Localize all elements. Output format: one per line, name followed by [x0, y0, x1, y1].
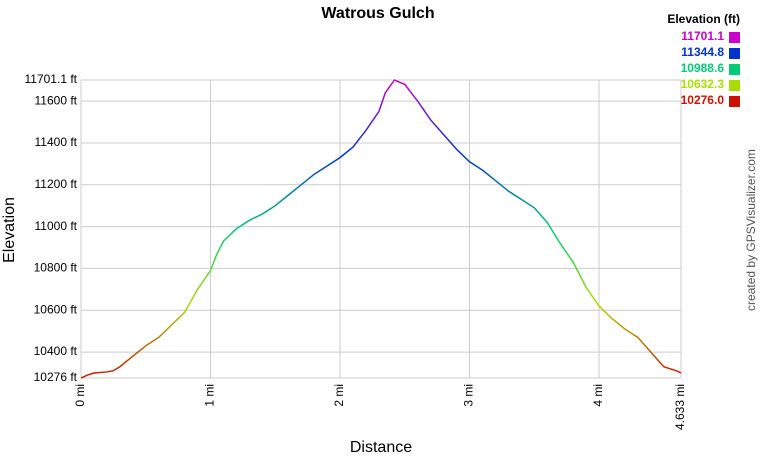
x-axis-label: Distance [350, 439, 412, 456]
y-tick-label: 10600 ft [34, 302, 78, 316]
y-tick-label: 10800 ft [34, 261, 78, 275]
y-tick-label: 11600 ft [35, 93, 78, 107]
y-tick-label: 11701.1 ft [25, 72, 78, 86]
y-tick-label: 11000 ft [35, 219, 78, 233]
legend-swatch [729, 80, 740, 91]
legend-label: 10988.6 [681, 61, 725, 75]
legend-swatch [729, 32, 740, 43]
x-tick-label: 3 mi [462, 384, 476, 407]
legend-label: 10276.0 [681, 93, 725, 107]
legend-label: 11344.8 [681, 45, 724, 59]
elevation-line [80, 79, 682, 379]
legend-swatch [729, 48, 740, 59]
legend-label: 11701.1 [681, 29, 724, 43]
chart-title: Watrous Gulch [321, 5, 434, 22]
y-tick-label: 10400 ft [34, 344, 78, 358]
y-tick-label: 11400 ft [35, 135, 78, 149]
x-tick-label: 0 mi [73, 384, 87, 407]
x-tick-label: 1 mi [203, 384, 217, 407]
legend-title: Elevation (ft) [667, 12, 740, 26]
x-tick-label: 2 mi [332, 384, 346, 407]
legend-swatch [729, 96, 740, 107]
y-axis-label: Elevation [1, 197, 18, 263]
x-tick-label: 4 mi [591, 384, 605, 407]
credit: created by GPSVisualizer.com [744, 149, 758, 311]
legend-label: 10632.3 [681, 77, 725, 91]
legend-swatch [729, 64, 740, 75]
x-tick-label: 4.633 mi [673, 384, 687, 430]
y-tick-label: 10276 ft [34, 370, 78, 384]
y-tick-label: 11200 ft [35, 177, 78, 191]
